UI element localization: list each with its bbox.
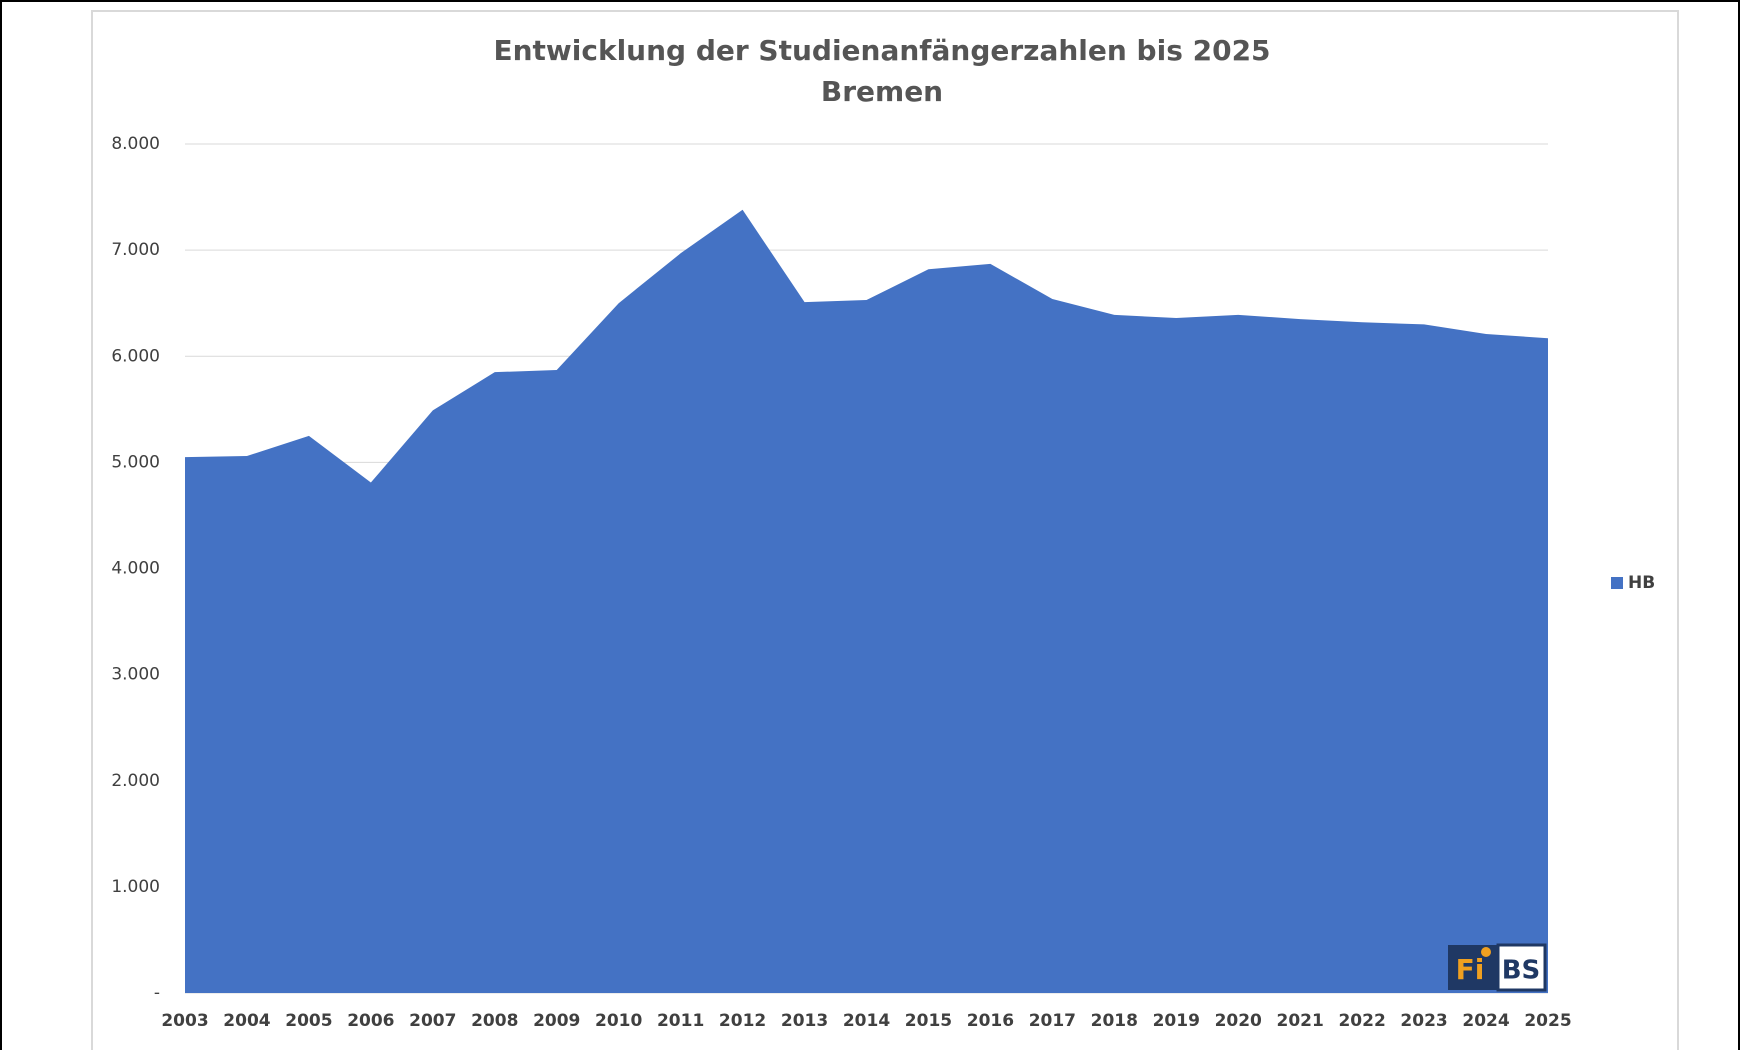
y-tick-label: 8.000 — [111, 134, 160, 154]
y-tick-label: 2.000 — [111, 771, 160, 791]
x-tick-label: 2014 — [843, 1011, 890, 1031]
y-tick-label: 4.000 — [111, 559, 160, 579]
plot — [185, 209, 1548, 994]
x-tick-label: 2003 — [161, 1011, 208, 1031]
y-tick-label: 7.000 — [111, 240, 160, 260]
y-tick-label: 6.000 — [111, 346, 160, 366]
x-tick-label: 2023 — [1400, 1011, 1447, 1031]
chart-subtitle: Bremen — [821, 75, 943, 108]
x-tick-label: 2006 — [347, 1011, 394, 1031]
x-tick-label: 2015 — [905, 1011, 952, 1031]
logo-right: BS — [1502, 956, 1541, 986]
legend-label: HB — [1628, 573, 1655, 593]
x-tick-label: 2013 — [781, 1011, 828, 1031]
x-tick-label: 2022 — [1338, 1011, 1385, 1031]
x-tick-label: 2017 — [1029, 1011, 1076, 1031]
logo: Fi BS — [1448, 943, 1547, 992]
y-tick-label: 5.000 — [111, 452, 160, 472]
x-tick-label: 2012 — [719, 1011, 766, 1031]
x-tick-label: 2004 — [223, 1011, 270, 1031]
y-tick-label: 3.000 — [111, 665, 160, 685]
x-tick-label: 2008 — [471, 1011, 518, 1031]
logo-left: Fi — [1456, 953, 1485, 986]
legend-swatch — [1611, 577, 1623, 589]
x-tick-label: 2019 — [1153, 1011, 1200, 1031]
x-tick-label: 2021 — [1277, 1011, 1324, 1031]
x-tick-label: 2011 — [657, 1011, 704, 1031]
x-tick-label: 2020 — [1215, 1011, 1262, 1031]
area — [185, 209, 1548, 994]
logo-dot — [1481, 947, 1491, 957]
y-tick-label: 1.000 — [111, 877, 160, 897]
x-tick-label: 2018 — [1091, 1011, 1138, 1031]
x-tick-label: 2009 — [533, 1011, 580, 1031]
x-tick-label: 2007 — [409, 1011, 456, 1031]
x-tick-label: 2005 — [285, 1011, 332, 1031]
chart-title: Entwicklung der Studienanfängerzahlen bi… — [493, 34, 1270, 67]
x-tick-label: 2024 — [1462, 1011, 1509, 1031]
logo-right-box — [1496, 943, 1547, 992]
x-tick-label: 2025 — [1524, 1011, 1571, 1031]
x-tick-label: 2016 — [967, 1011, 1014, 1031]
y-tick-label: - — [154, 983, 160, 1003]
x-tick-label: 2010 — [595, 1011, 642, 1031]
